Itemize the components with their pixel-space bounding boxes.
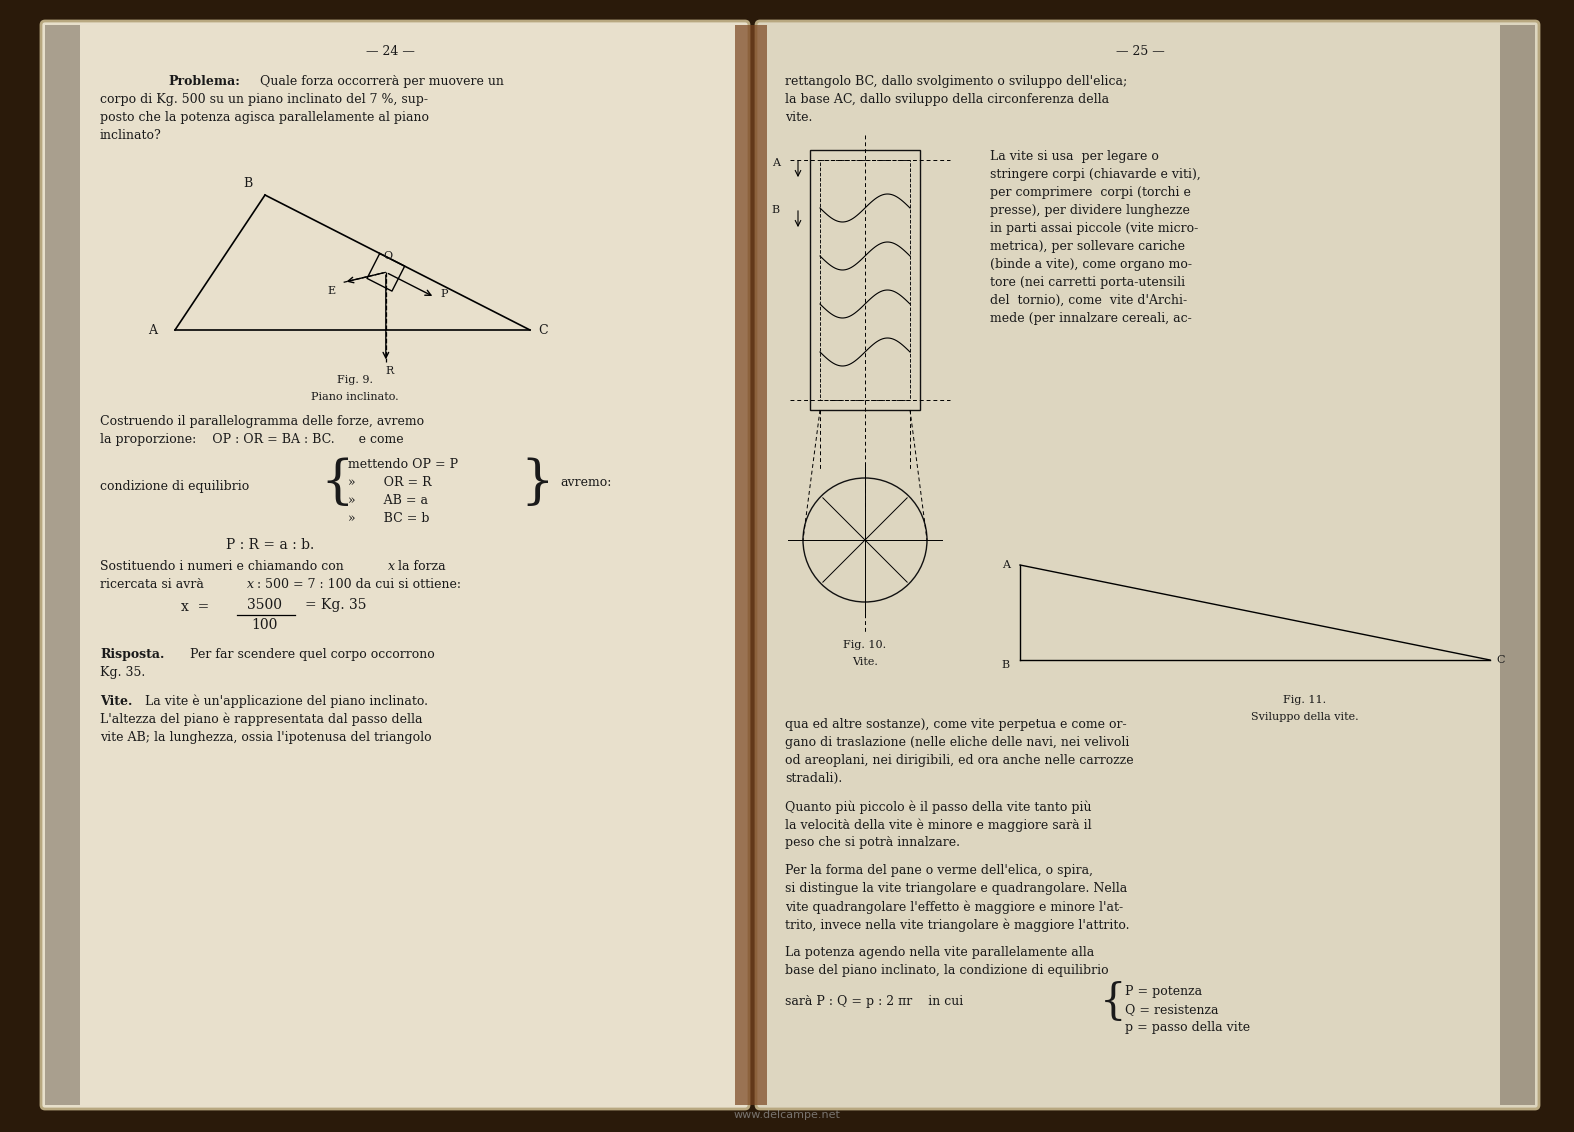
- Text: }: }: [519, 456, 554, 507]
- Text: base del piano inclinato, la condizione di equilibrio: base del piano inclinato, la condizione …: [785, 964, 1108, 977]
- Text: tore (nei carretti porta-utensili: tore (nei carretti porta-utensili: [990, 276, 1185, 289]
- Text: vite quadrangolare l'effetto è maggiore e minore l'at-: vite quadrangolare l'effetto è maggiore …: [785, 900, 1124, 914]
- Text: si distingue la vite triangolare e quadrangolare. Nella: si distingue la vite triangolare e quadr…: [785, 882, 1127, 895]
- Text: {: {: [1100, 981, 1127, 1023]
- Text: Per far scendere quel corpo occorrono: Per far scendere quel corpo occorrono: [190, 648, 434, 661]
- Text: — 24 —: — 24 —: [365, 45, 414, 58]
- Text: metrica), per sollevare cariche: metrica), per sollevare cariche: [990, 240, 1185, 252]
- Text: = Kg. 35: = Kg. 35: [305, 598, 367, 612]
- Text: Q = resistenza: Q = resistenza: [1125, 1003, 1218, 1017]
- Text: »       OR = R: » OR = R: [348, 475, 431, 489]
- Text: mede (per innalzare cereali, ac-: mede (per innalzare cereali, ac-: [990, 312, 1192, 325]
- Text: Kg. 35.: Kg. 35.: [101, 666, 145, 679]
- Text: stradali).: stradali).: [785, 772, 842, 784]
- Text: la velocità della vite è minore e maggiore sarà il: la velocità della vite è minore e maggio…: [785, 818, 1092, 832]
- Text: A: A: [1003, 560, 1011, 571]
- Text: Quale forza occorrerà per muovere un: Quale forza occorrerà per muovere un: [260, 75, 504, 88]
- Text: La vite è un'applicazione del piano inclinato.: La vite è un'applicazione del piano incl…: [145, 695, 428, 709]
- Text: (binde a vite), come organo mo-: (binde a vite), come organo mo-: [990, 258, 1192, 271]
- Text: 3500: 3500: [247, 598, 282, 612]
- Text: rettangolo BC, dallo svolgimento o sviluppo dell'elica;: rettangolo BC, dallo svolgimento o svilu…: [785, 75, 1127, 88]
- Text: p = passo della vite: p = passo della vite: [1125, 1021, 1250, 1034]
- Text: stringere corpi (chiavarde e viti),: stringere corpi (chiavarde e viti),: [990, 168, 1201, 181]
- Text: inclinato?: inclinato?: [101, 129, 162, 142]
- Text: A: A: [771, 158, 781, 168]
- Text: posto che la potenza agisca parallelamente al piano: posto che la potenza agisca parallelamen…: [101, 111, 430, 125]
- Text: Quanto più piccolo è il passo della vite tanto più: Quanto più piccolo è il passo della vite…: [785, 800, 1091, 814]
- Text: »       AB = a: » AB = a: [348, 494, 428, 507]
- Text: Sviluppo della vite.: Sviluppo della vite.: [1251, 712, 1358, 722]
- Text: gano di traslazione (nelle eliche delle navi, nei velivoli: gano di traslazione (nelle eliche delle …: [785, 736, 1130, 749]
- Text: Piano inclinato.: Piano inclinato.: [312, 392, 398, 402]
- Bar: [46, 25, 80, 1105]
- Text: P : R = a : b.: P : R = a : b.: [227, 538, 315, 552]
- Text: Fig. 11.: Fig. 11.: [1283, 695, 1327, 705]
- Text: per comprimere  corpi (torchi e: per comprimere corpi (torchi e: [990, 186, 1192, 199]
- Text: presse), per dividere lunghezze: presse), per dividere lunghezze: [990, 204, 1190, 217]
- Bar: [820, 160, 910, 400]
- Text: 100: 100: [252, 618, 279, 632]
- Bar: [735, 25, 767, 1105]
- Text: — 25 —: — 25 —: [1116, 45, 1165, 58]
- Text: qua ed altre sostanze), come vite perpetua e come or-: qua ed altre sostanze), come vite perpet…: [785, 718, 1127, 731]
- Text: La potenza agendo nella vite parallelamente alla: La potenza agendo nella vite parallelame…: [785, 946, 1094, 959]
- Text: vite AB; la lunghezza, ossia l'ipotenusa del triangolo: vite AB; la lunghezza, ossia l'ipotenusa…: [101, 731, 431, 744]
- Text: la base AC, dallo sviluppo della circonferenza della: la base AC, dallo sviluppo della circonf…: [785, 93, 1110, 106]
- Text: E: E: [327, 286, 335, 297]
- Text: : 500 = 7 : 100 da cui si ottiene:: : 500 = 7 : 100 da cui si ottiene:: [257, 578, 461, 591]
- Text: condizione di equilibrio: condizione di equilibrio: [101, 480, 249, 494]
- Text: Risposta.: Risposta.: [101, 648, 164, 661]
- Bar: [1500, 25, 1535, 1105]
- Text: corpo di Kg. 500 su un piano inclinato del 7 %, sup-: corpo di Kg. 500 su un piano inclinato d…: [101, 93, 428, 106]
- Text: sarà P : Q = p : 2 πr    in cui: sarà P : Q = p : 2 πr in cui: [785, 995, 963, 1007]
- Text: {: {: [320, 456, 354, 507]
- Text: O: O: [384, 251, 394, 261]
- Text: B: B: [771, 205, 781, 215]
- Text: P: P: [441, 290, 449, 299]
- Text: in parti assai piccole (vite micro-: in parti assai piccole (vite micro-: [990, 222, 1198, 235]
- Text: C: C: [538, 324, 548, 336]
- Text: L'altezza del piano è rappresentata dal passo della: L'altezza del piano è rappresentata dal …: [101, 713, 422, 727]
- Text: x  =: x =: [181, 600, 209, 614]
- Text: od areoplani, nei dirigibili, ed ora anche nelle carrozze: od areoplani, nei dirigibili, ed ora anc…: [785, 754, 1133, 767]
- Text: Per la forma del pane o verme dell'elica, o spira,: Per la forma del pane o verme dell'elica…: [785, 864, 1092, 877]
- Text: La vite si usa  per legare o: La vite si usa per legare o: [990, 151, 1158, 163]
- Text: la forza: la forza: [398, 560, 445, 573]
- Text: peso che si potrà innalzare.: peso che si potrà innalzare.: [785, 837, 960, 849]
- Text: C: C: [1495, 655, 1505, 664]
- Text: mettendo OP = P: mettendo OP = P: [348, 458, 458, 471]
- Text: Sostituendo i numeri e chiamando con: Sostituendo i numeri e chiamando con: [101, 560, 343, 573]
- Text: Fig. 10.: Fig. 10.: [844, 640, 886, 650]
- Text: Vite.: Vite.: [852, 657, 878, 667]
- Text: Vite.: Vite.: [101, 695, 132, 708]
- Text: Costruendo il parallelogramma delle forze, avremo: Costruendo il parallelogramma delle forz…: [101, 415, 423, 428]
- Text: »       BC = b: » BC = b: [348, 512, 430, 525]
- FancyBboxPatch shape: [756, 22, 1539, 1109]
- Text: B: B: [1003, 660, 1011, 670]
- FancyBboxPatch shape: [41, 22, 749, 1109]
- Text: ricercata si avrà: ricercata si avrà: [101, 578, 205, 591]
- Text: B: B: [244, 177, 253, 190]
- Text: Fig. 9.: Fig. 9.: [337, 375, 373, 385]
- Text: la proporzione:    OP : OR = BA : BC.      e come: la proporzione: OP : OR = BA : BC. e com…: [101, 434, 403, 446]
- Text: avremo:: avremo:: [560, 475, 611, 489]
- Bar: [811, 151, 919, 410]
- Text: R: R: [386, 367, 394, 376]
- Text: trito, invece nella vite triangolare è maggiore l'attrito.: trito, invece nella vite triangolare è m…: [785, 918, 1130, 932]
- Text: x: x: [389, 560, 395, 573]
- Text: A: A: [148, 324, 157, 336]
- Text: del  tornio), come  vite d'Archi-: del tornio), come vite d'Archi-: [990, 294, 1187, 307]
- Text: P = potenza: P = potenza: [1125, 985, 1203, 998]
- Text: vite.: vite.: [785, 111, 812, 125]
- Text: Problema:: Problema:: [168, 75, 239, 88]
- Text: x: x: [247, 578, 253, 591]
- Text: www.delcampe.net: www.delcampe.net: [733, 1110, 841, 1120]
